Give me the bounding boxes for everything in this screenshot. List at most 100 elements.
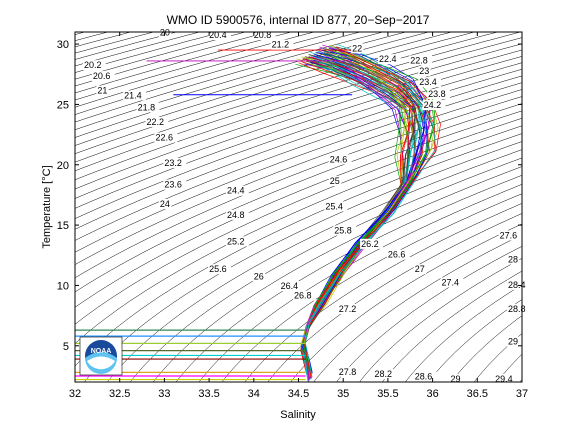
isopycnal-line [75,118,522,325]
isopycnal-label: 27.8 [339,367,357,377]
noaa-logo-text: NOAA [91,348,112,355]
isopycnal-label: 22.4 [379,54,397,64]
isopycnal-label-bg [427,89,450,100]
isopycnal-label: 25.4 [325,201,343,211]
isopycnal-label-bg [449,374,462,384]
isopycnal-line [75,89,522,265]
isopycnal-label-bg [225,185,249,196]
isopycnal-line [198,184,522,382]
isopycnal-label-bg [360,238,383,249]
isopycnal-label-bg [440,277,464,288]
isopycnal-label-bg [145,116,169,127]
isopycnal-label: 20.2 [84,60,102,70]
isopycnal-label: 26.8 [294,291,312,301]
isopycnal-line [75,75,522,241]
isopycnal-label: 22.8 [410,55,428,65]
isopycnal-label-bg [328,154,352,165]
profile-lines [75,43,441,382]
isopycnal-label: 26 [254,271,264,281]
isopycnal-label-bg [386,249,410,260]
isopycnal-label: 24 [160,199,170,209]
isopycnal-label-bg [418,66,431,77]
profile-line [296,58,406,380]
x-tick-label: 32 [69,388,81,400]
isopycnal-label-bg [494,374,517,384]
isopycnal-line [152,166,522,382]
isopycnal-label: 24.6 [330,154,348,164]
isopycnal-label: 26.6 [388,250,406,260]
isopycnal-label-bg [413,371,437,382]
isopycnal-line [267,213,522,382]
isopycnal-line [75,32,499,163]
isopycnal-line [75,32,316,101]
isopycnal-label-bg [158,199,172,209]
isopycnal-line [75,62,522,219]
x-tick-label: 36 [426,388,438,400]
isopycnal-line [75,32,178,60]
isopycnal-label-bg [328,176,342,187]
isopycnal-line [290,223,522,382]
isopycnal-line [75,32,270,87]
isopycnal-label-bg [333,225,357,236]
y-axis-label: Temperature [°C] [41,165,53,248]
isopycnal-line [75,69,522,230]
isopycnal-line [75,133,522,367]
isopycnal-label-bg [377,54,401,65]
isopycnal-label: 28.6 [415,372,433,382]
isopycnal-label-bg [252,271,266,282]
isopycnal-label: 21 [97,86,107,96]
isopycnal-line [473,333,522,382]
isopycnal-label: 26.4 [281,281,299,291]
isopycnal-label: 23.2 [164,158,182,168]
isopycnal-label: 29 [508,337,518,347]
isopycnal-label-bg [324,201,348,212]
isopycnal-line [84,141,522,382]
isopycnal-label-bg [413,264,427,275]
isopycnal-label-bg [337,366,361,377]
isopycnal-label-bg [208,30,231,41]
y-tick-label: 15 [57,220,69,232]
plot-background [75,32,522,382]
isopycnal-label: 21.2 [272,40,290,50]
isopycnal-lines [57,0,522,382]
isopycnal-label-bg [225,209,249,220]
x-axis: 32 32.5 33 33.5 34 34.5 35 35.5 36 36.5 37 [69,32,528,400]
x-tick-label: 37 [516,388,528,400]
x-tick-label: 36.5 [467,388,488,400]
isopycnal-label: 24.4 [227,186,245,196]
isopycnal-label-bg [252,30,276,41]
isopycnal-line [75,32,293,94]
isopycnal-line [57,0,88,4]
isopycnal-label-bg [158,27,172,38]
isopycnal-label: 24.2 [424,100,442,110]
isopycnal-label-bg [163,179,187,190]
isopycnal-label: 25.6 [209,264,227,274]
isopycnal-line [75,37,522,181]
isopycnal-line [57,0,155,21]
y-tick-label: 25 [57,99,69,111]
isopycnal-label-bg [351,43,364,54]
isopycnal-label: 20 [160,28,170,38]
isopycnal-line [75,49,522,199]
y-tick-label: 5 [63,341,69,353]
isopycnal-line [57,0,133,16]
isopycnal-label-bg [409,55,433,66]
isopycnal-label: 20.4 [209,30,227,40]
isopycnal-label: 23.8 [428,89,446,99]
isopycnal-label-bg [337,304,361,314]
isopycnal-line [57,0,111,10]
isopycnal-line [336,246,522,382]
y-tick-label: 10 [57,280,69,292]
isopycnal-label-bg [225,236,249,247]
isopycnal-line [175,175,522,382]
isopycnal-label-bg [82,60,106,71]
isopycnal-label: 28.4 [508,280,526,290]
isopycnal-line [75,32,155,54]
isopycnal-label-bg [208,264,231,275]
isopycnal-label-bg [123,90,146,101]
x-tick-label: 33 [158,388,170,400]
isopycnal-label: 22.6 [155,133,173,143]
isopycnal-label: 27.4 [442,277,460,287]
isopycnal-label-bg [154,132,178,143]
